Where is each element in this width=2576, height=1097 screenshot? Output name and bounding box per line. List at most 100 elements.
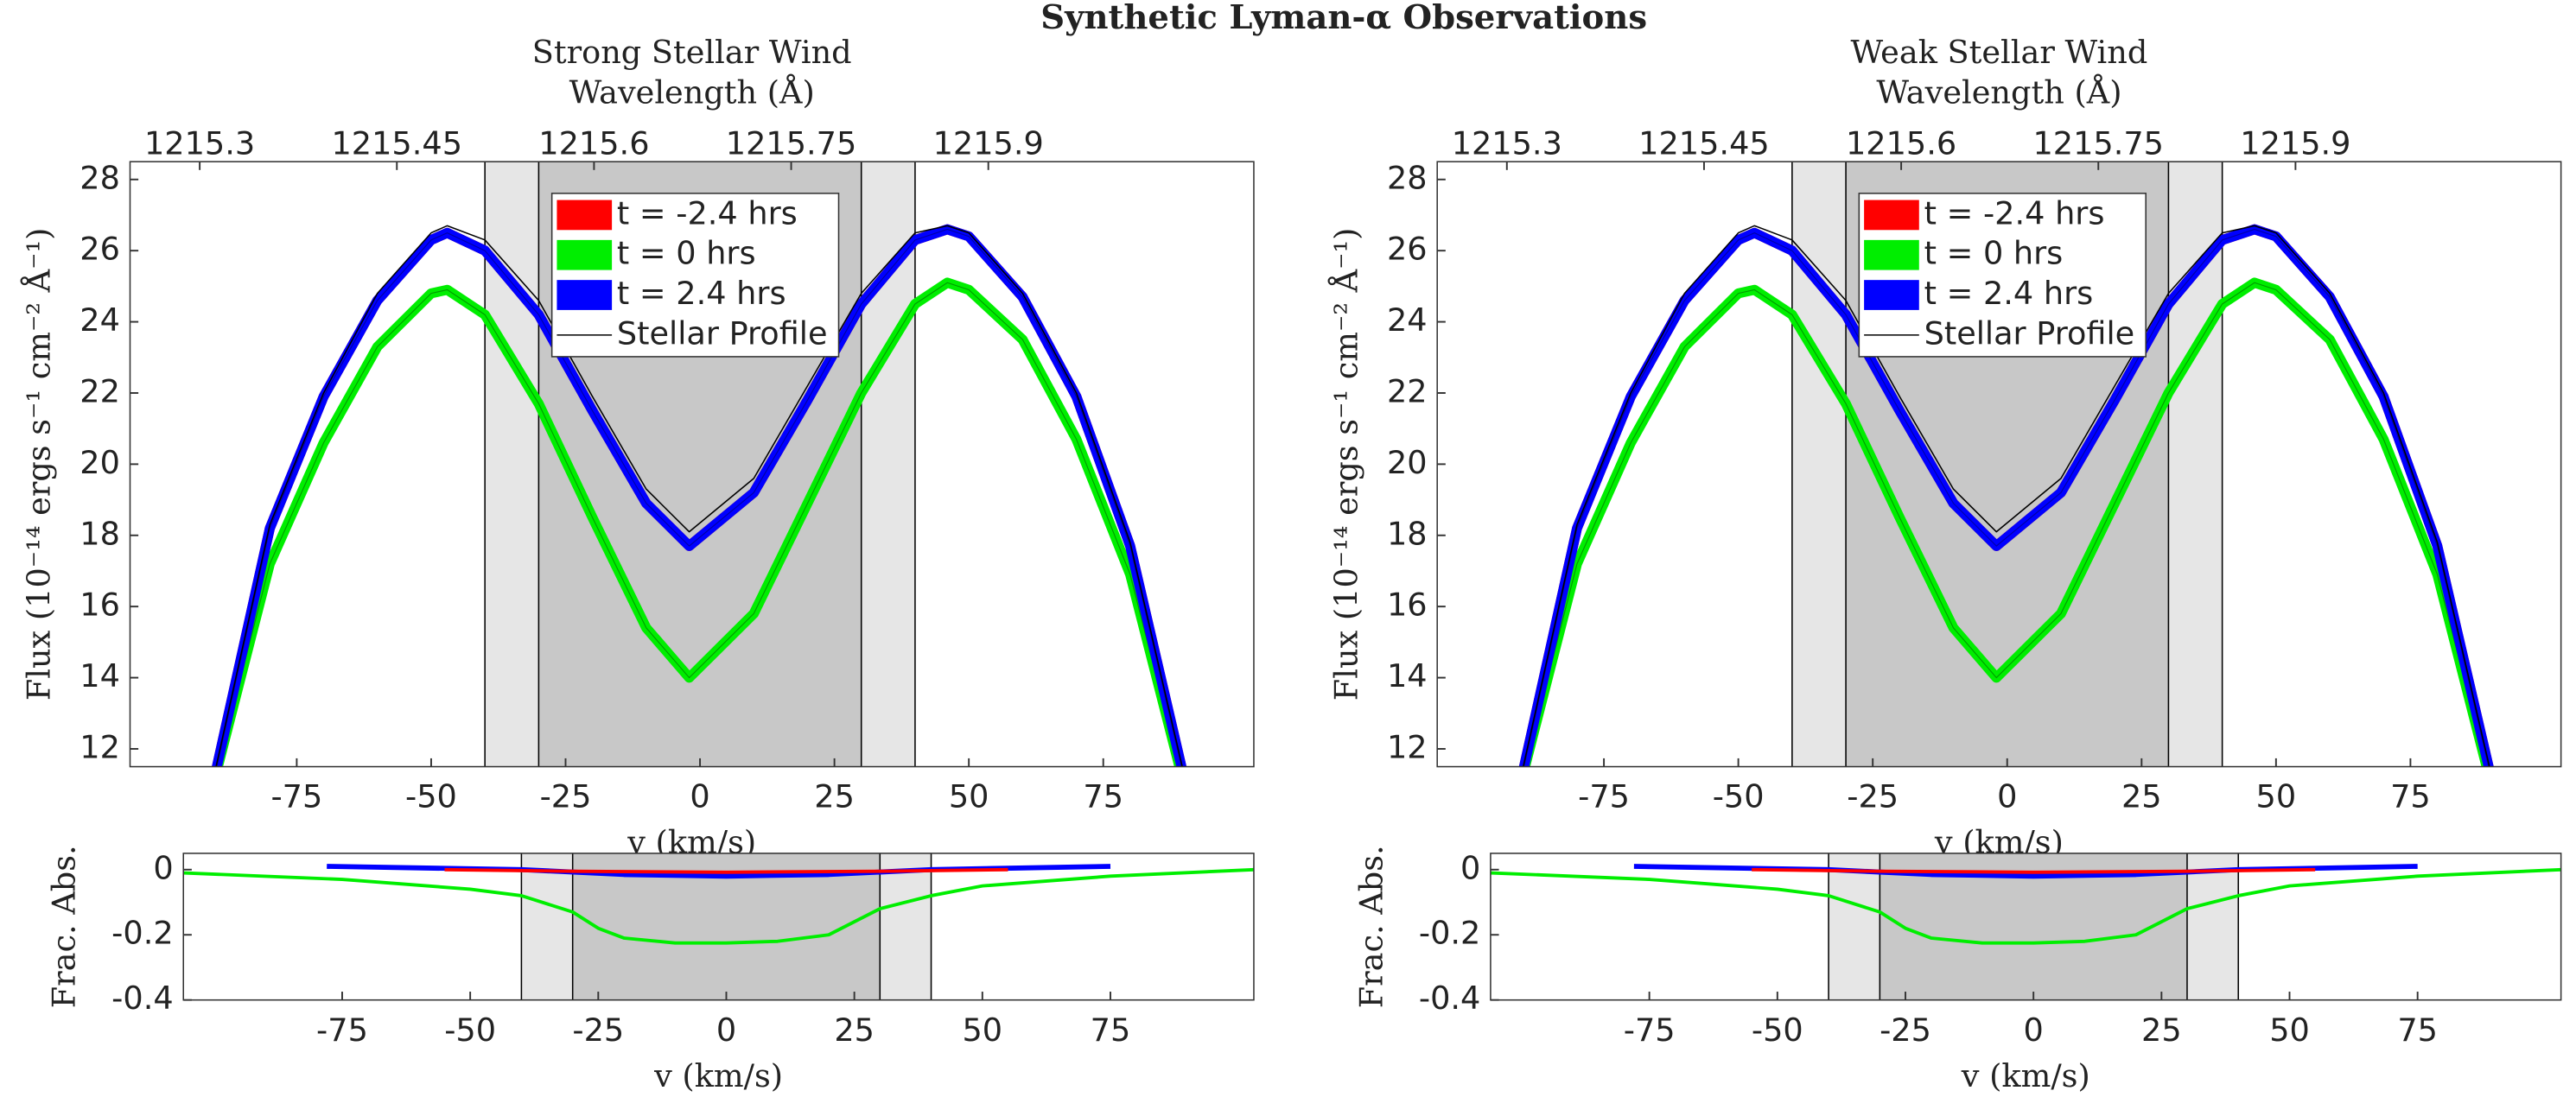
y-tick-label: 16: [80, 587, 120, 624]
legend-label: t = 0 hrs: [617, 235, 756, 272]
x-tick-label: -25: [1847, 778, 1899, 815]
x-tick-label: 0: [716, 1011, 736, 1049]
y-tick-label: 24: [80, 301, 120, 339]
y-tick-label: 24: [1387, 301, 1428, 339]
x-tick-label: -50: [405, 778, 457, 815]
x-tick-label: -75: [270, 778, 322, 815]
x2-axis-label: Wavelength (Å): [1876, 73, 2121, 111]
axes-frame: [182, 853, 1255, 1001]
legend-swatch: [1864, 239, 1919, 270]
y-tick-label: 28: [80, 159, 120, 196]
series-line: [444, 867, 1008, 874]
x2-tick-label: 1215.3: [144, 124, 255, 162]
y-tick-label: -0.4: [111, 980, 174, 1017]
x-tick-label: -50: [1752, 1011, 1803, 1049]
y-tick-label: 0: [1460, 849, 1480, 886]
y-tick-label: 12: [1387, 728, 1428, 765]
panel: -75 -50 -25 0 25 50 75 0 -0.2 -0.4 v (km/s) Frac. A…: [46, 845, 1255, 1094]
x2-axis-label: Wavelength (Å): [569, 73, 815, 111]
x-tick-label: 75: [1091, 1011, 1131, 1049]
series-line: [1522, 225, 2490, 767]
x2-tick-label: 1215.75: [726, 124, 857, 162]
series-line: [1490, 867, 2561, 945]
x-tick-label: 50: [963, 1011, 1003, 1049]
y-tick-label: 20: [80, 444, 120, 481]
y-axis-label: Flux (10⁻¹⁴ ergs s⁻¹ cm⁻² Å⁻¹): [20, 228, 58, 701]
y-axis-label: Frac. Abs.: [1352, 845, 1390, 1008]
x-tick-label: -25: [572, 1011, 624, 1049]
x-tick-label: 25: [814, 778, 855, 815]
x2-tick-label: 1215.3: [1452, 124, 1562, 162]
x-tick-label: -50: [444, 1011, 496, 1049]
legend-swatch: [1864, 200, 1919, 231]
x-tick-label: -25: [1880, 1011, 1931, 1049]
series-line: [183, 867, 1254, 945]
x2-tick-label: 1215.45: [1638, 124, 1770, 162]
x-tick-label: -75: [1624, 1011, 1676, 1049]
x-tick-label: 0: [1997, 778, 2017, 815]
x-tick-label: 25: [2141, 1011, 2182, 1049]
legend-label: t = 2.4 hrs: [1924, 275, 2094, 312]
panel: -75 -50 -25 0 25 50 75 0 -0.2 -0.4 v (km/s) Frac. A…: [1352, 845, 2562, 1094]
legend-swatch: [557, 239, 613, 270]
y-tick-label: 26: [80, 231, 120, 268]
y-tick-label: 18: [80, 515, 120, 552]
y-tick-label: 22: [1387, 372, 1428, 409]
y-tick-label: 28: [1387, 159, 1428, 196]
y-tick-label: 26: [1387, 231, 1428, 268]
panel-title: Weak Stellar Wind: [1851, 34, 2148, 71]
y-tick-label: 18: [1387, 515, 1428, 552]
x-tick-label: 25: [2121, 778, 2162, 815]
y-tick-label: 14: [80, 657, 120, 694]
x-tick-label: 75: [2397, 1011, 2438, 1049]
x-tick-label: -75: [316, 1011, 368, 1049]
panel: -75 -50 -25 0 25 50 75 12 14 16 18 20 22 24 26 28 1215.3…: [1326, 34, 2562, 861]
legend-label: Stellar Profile: [617, 314, 828, 352]
x-axis-label: v (km/s): [1961, 1057, 2090, 1094]
series-line: [1519, 277, 2492, 767]
x-axis-label: v (km/s): [653, 1057, 783, 1094]
x-tick-label: 75: [1083, 778, 1123, 815]
series-line: [212, 224, 1187, 767]
series-outline: [216, 228, 1182, 767]
x-tick-label: 75: [2390, 778, 2431, 815]
x2-tick-label: 1215.9: [933, 124, 1044, 162]
legend-swatch: [557, 200, 613, 231]
y-tick-label: 12: [80, 728, 120, 765]
y-tick-label: 20: [1387, 444, 1428, 481]
x2-tick-label: 1215.6: [1846, 124, 1956, 162]
legend-label: t = -2.4 hrs: [617, 194, 798, 231]
panel-title: Strong Stellar Wind: [532, 34, 852, 71]
axes-frame: [1490, 853, 2562, 1001]
x2-tick-label: 1215.9: [2240, 124, 2350, 162]
y-axis-label: Flux (10⁻¹⁴ ergs s⁻¹ cm⁻² Å⁻¹): [1326, 228, 1364, 701]
x-tick-label: 0: [690, 778, 709, 815]
x-tick-label: 0: [2024, 1011, 2044, 1049]
series-line: [1752, 867, 2316, 874]
legend-label: Stellar Profile: [1924, 314, 2135, 352]
x-tick-label: -25: [540, 778, 592, 815]
x-tick-label: -75: [1578, 778, 1630, 815]
x2-tick-label: 1215.6: [538, 124, 649, 162]
series-outline: [1524, 282, 2488, 767]
legend-label: t = 0 hrs: [1924, 235, 2064, 272]
x-tick-label: 50: [2256, 778, 2297, 815]
y-tick-label: -0.2: [1419, 915, 1481, 952]
y-tick-label: -0.2: [111, 915, 174, 952]
y-tick-label: 0: [153, 849, 173, 886]
x-tick-label: 50: [949, 778, 989, 815]
series-line: [215, 225, 1183, 767]
series-line: [1518, 224, 2494, 767]
legend-label: t = 2.4 hrs: [617, 275, 786, 312]
x2-tick-label: 1215.45: [331, 124, 462, 162]
y-tick-label: -0.4: [1419, 980, 1481, 1017]
x-tick-label: 50: [2269, 1011, 2310, 1049]
y-tick-label: 22: [80, 372, 120, 409]
x-tick-label: 25: [834, 1011, 875, 1049]
legend-label: t = -2.4 hrs: [1924, 194, 2105, 231]
series-outline: [217, 282, 1180, 767]
series-outline: [1523, 228, 2490, 767]
x-tick-label: -50: [1713, 778, 1765, 815]
